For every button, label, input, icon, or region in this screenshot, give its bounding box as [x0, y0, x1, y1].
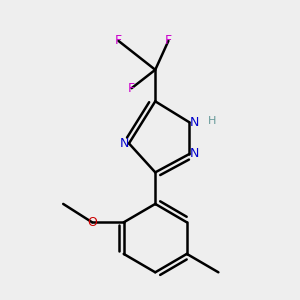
Text: F: F — [115, 34, 122, 47]
Text: F: F — [128, 82, 135, 95]
Text: O: O — [87, 216, 97, 229]
Text: F: F — [165, 34, 172, 47]
Text: H: H — [208, 116, 216, 126]
Text: N: N — [120, 137, 129, 150]
Text: N: N — [190, 116, 199, 129]
Text: N: N — [190, 147, 199, 161]
